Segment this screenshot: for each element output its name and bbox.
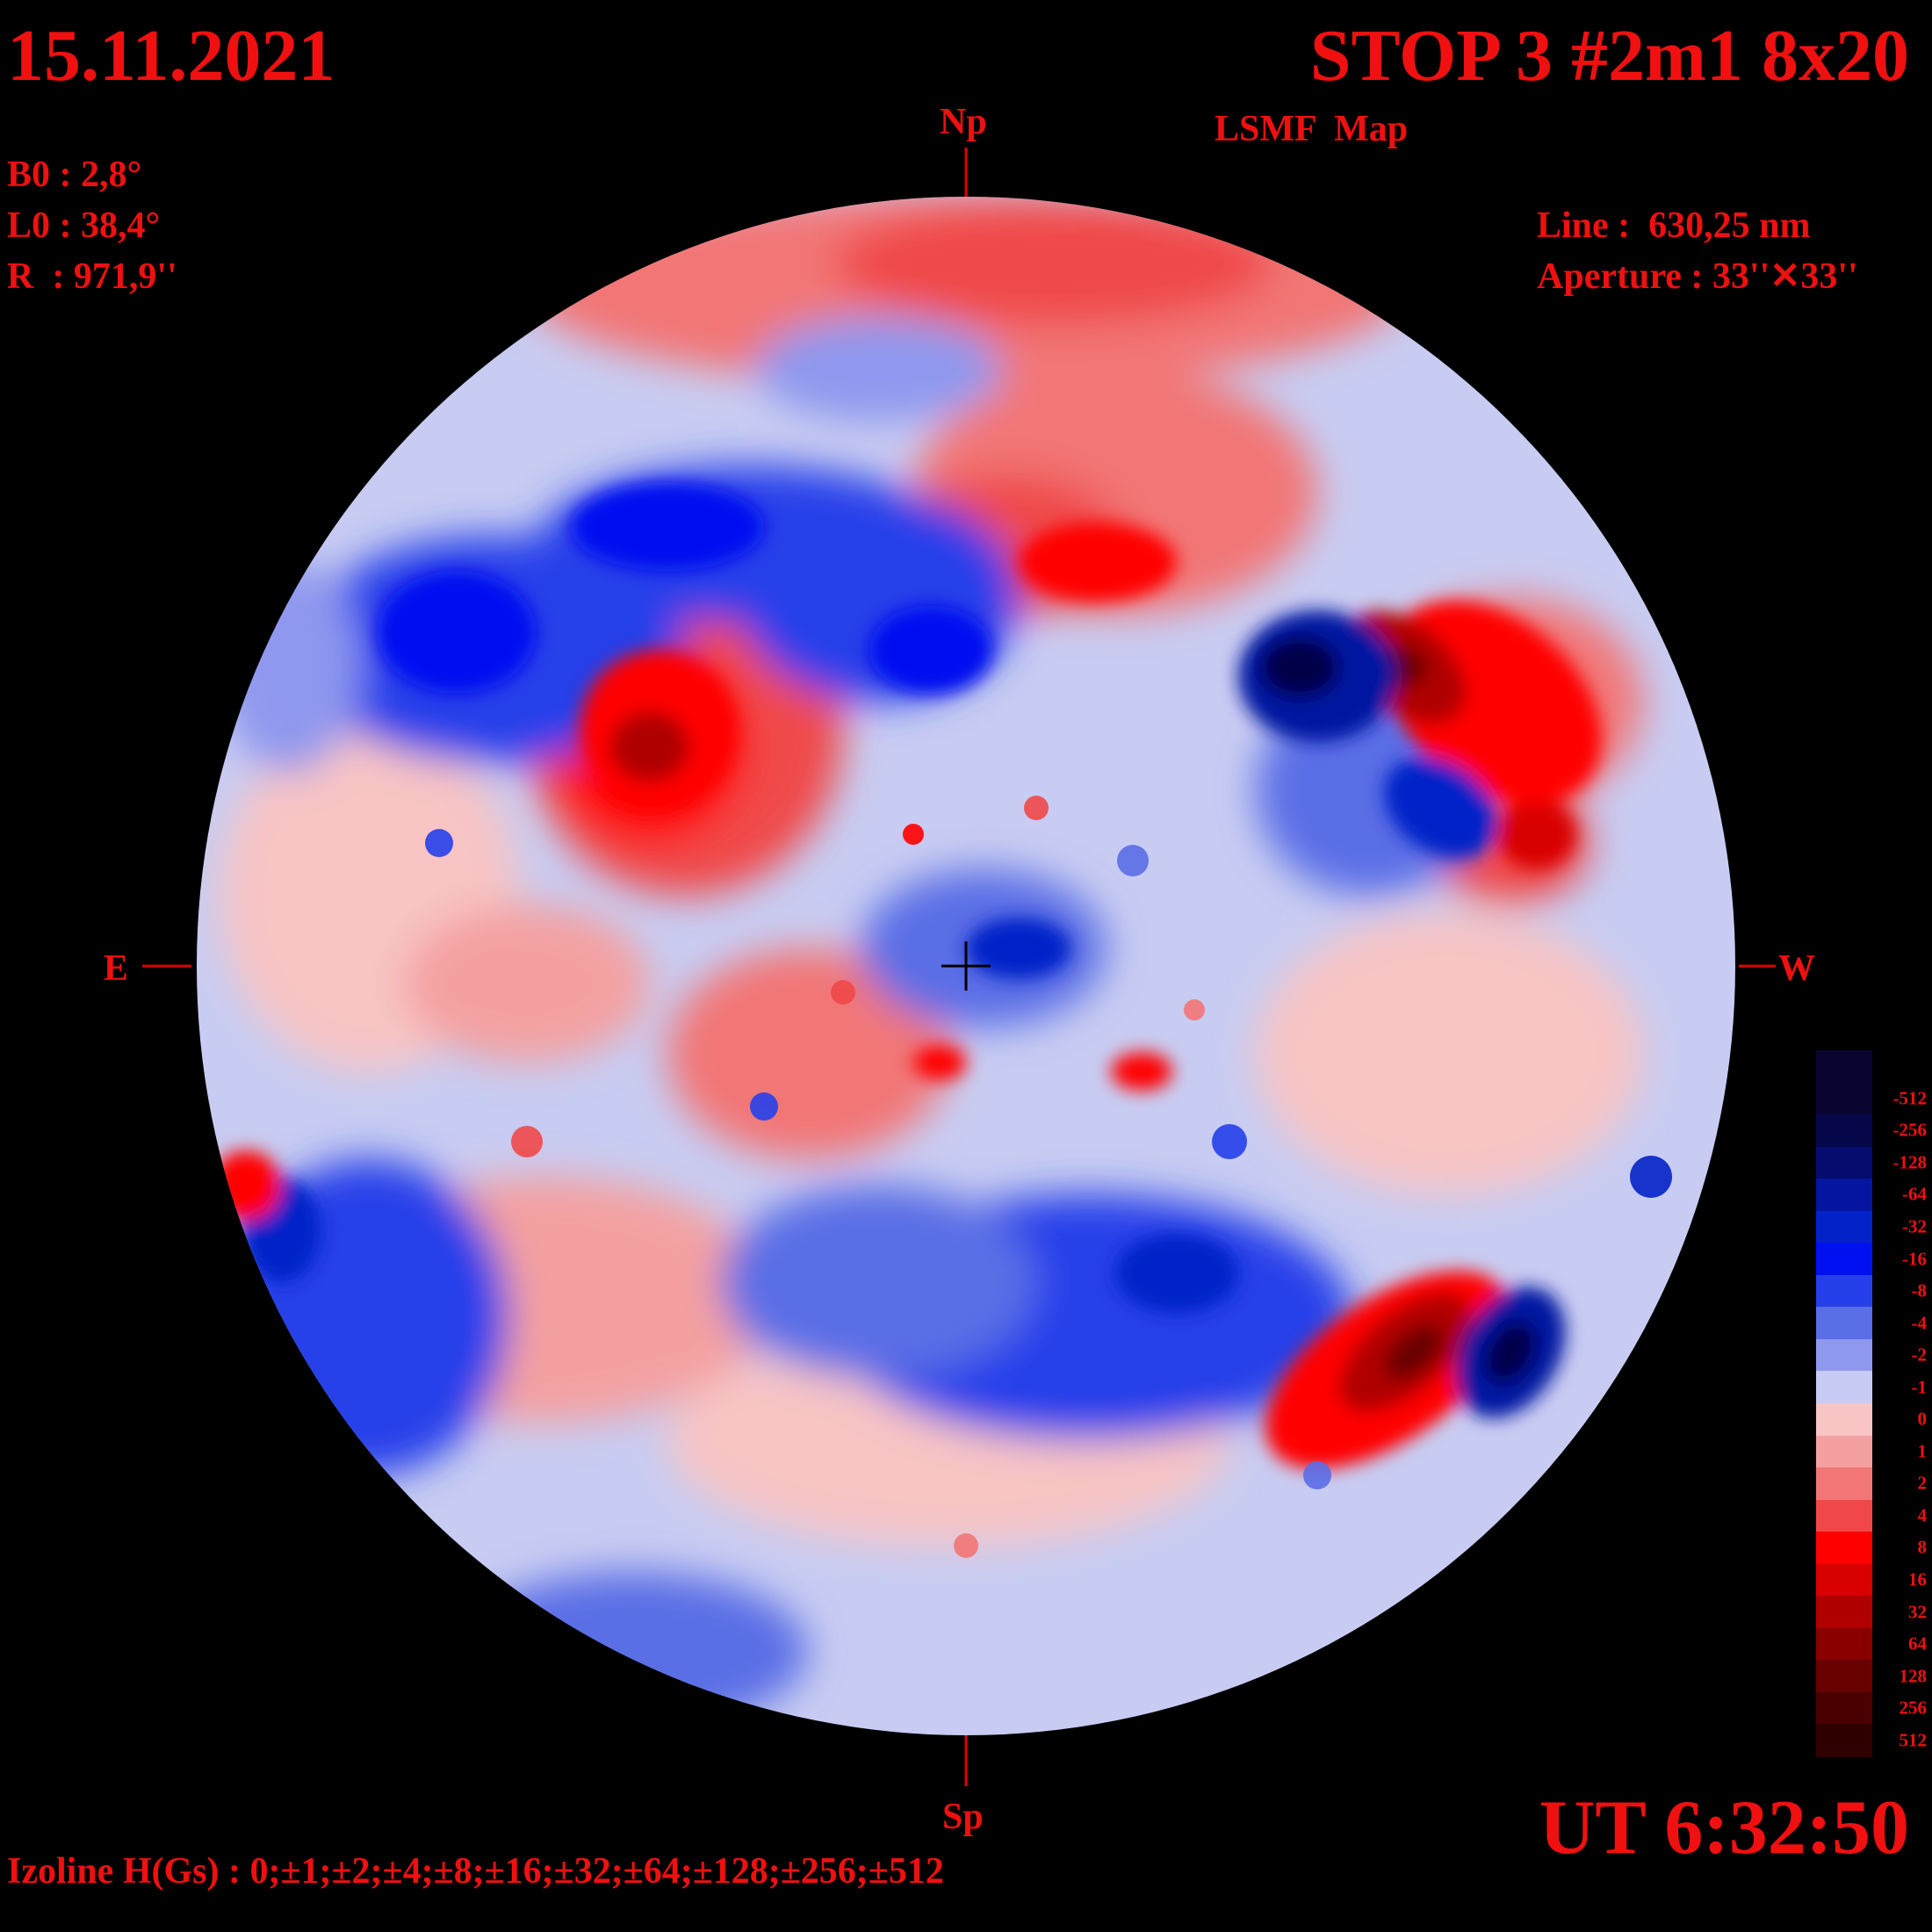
- legend-level-label: 8: [1917, 1536, 1928, 1558]
- legend-level-label: -4: [1911, 1312, 1928, 1334]
- legend-level-label: -128: [1892, 1151, 1928, 1173]
- legend-swatch: [1816, 1499, 1872, 1533]
- color-legend: -512 -256 -128 -64 -32 -16 -8 -4 -2 -1 0 1 2 4 8 16 32 64…: [1816, 1050, 1927, 1757]
- legend-level-label: 512: [1899, 1729, 1928, 1751]
- legend-level-label: -16: [1902, 1248, 1927, 1270]
- legend-swatch: [1816, 1435, 1872, 1469]
- north-pole-label: Np: [940, 102, 987, 142]
- west-label: W: [1778, 948, 1815, 989]
- legend-swatch: [1816, 1627, 1872, 1662]
- south-pole-label: Sp: [942, 1797, 984, 1837]
- legend-swatch: [1816, 1243, 1872, 1276]
- legend-level-label: -2: [1911, 1344, 1928, 1366]
- param-b0: B0 : 2,8°: [7, 155, 142, 195]
- legend-level-label: 128: [1899, 1665, 1928, 1687]
- legend-swatch: [1816, 1146, 1872, 1180]
- legend-level-label: 0: [1917, 1408, 1928, 1430]
- observation-time: UT 6:32:50: [1539, 1785, 1909, 1871]
- legend-level-label: 16: [1908, 1568, 1927, 1590]
- legend-level-label: -512: [1892, 1087, 1928, 1109]
- field-patches: [211, 483, 1602, 1469]
- izoline-levels: Izoline H(Gs) : 0;±1;±2;±4;±8;±16;±32;±6…: [7, 1851, 944, 1892]
- legend-level-label: -256: [1892, 1119, 1928, 1141]
- legend-swatch: [1816, 1338, 1872, 1373]
- legend-swatch: [1816, 1563, 1872, 1597]
- field-speckle: [425, 796, 1672, 1558]
- legend-level-label: 64: [1908, 1633, 1927, 1654]
- legend-level-label: -1: [1911, 1376, 1928, 1398]
- legend-swatch: [1816, 1596, 1872, 1629]
- legend-level-label: -32: [1902, 1215, 1927, 1237]
- legend-level-label: 32: [1908, 1601, 1927, 1623]
- legend-swatch: [1816, 1210, 1872, 1244]
- legend-swatch: [1816, 1660, 1872, 1693]
- legend-level-label: 1: [1917, 1440, 1928, 1462]
- spectral-line: Line : 630,25 nm: [1537, 205, 1811, 246]
- map-title: STOP 3 #2m1 8x20: [1309, 15, 1909, 97]
- legend-level-label: 2: [1917, 1472, 1928, 1494]
- legend-swatch: [1816, 1082, 1872, 1116]
- legend-swatch: [1816, 1532, 1872, 1565]
- legend-swatch: [1816, 1403, 1872, 1437]
- legend-swatch: [1816, 1179, 1872, 1212]
- observation-date: 15.11.2021: [7, 15, 335, 97]
- param-radius: R : 971,9'': [7, 256, 177, 297]
- legend-level-label: 256: [1899, 1697, 1928, 1719]
- legend-swatch: [1816, 1307, 1872, 1340]
- east-label: E: [104, 948, 129, 989]
- param-l0: L0 : 38,4°: [7, 205, 161, 246]
- legend-swatch: [1816, 1274, 1872, 1308]
- legend-swatch: [1816, 1114, 1872, 1148]
- legend-swatch: [1816, 1050, 1872, 1083]
- legend-swatch: [1816, 1724, 1872, 1757]
- legend-level-label: 4: [1917, 1504, 1928, 1526]
- legend-level-label: -8: [1911, 1280, 1928, 1301]
- disk-center-crosshair: [941, 941, 991, 991]
- legend-level-label: -64: [1902, 1183, 1927, 1205]
- map-subtitle: LSMF Map: [1215, 109, 1409, 149]
- cardinal-axes: [142, 148, 1776, 1786]
- legend-swatch: [1816, 1691, 1872, 1726]
- legend-swatch: [1816, 1371, 1872, 1404]
- aperture: Aperture : 33''✕33'': [1537, 256, 1858, 297]
- legend-swatch: [1816, 1467, 1872, 1501]
